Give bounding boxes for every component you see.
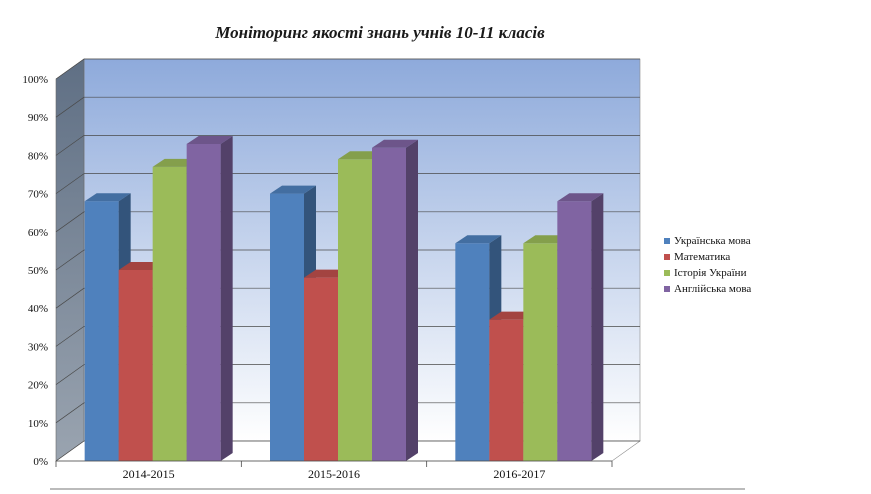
y-tick-label: 0%: [33, 456, 48, 468]
legend-entry: Історія України: [674, 267, 747, 279]
x-axis: 2014-2015 2015-2016 2016-2017: [50, 460, 745, 490]
gridline-side: [55, 402, 85, 424]
bar-front: [152, 166, 187, 462]
y-tick-label: 20%: [28, 380, 48, 392]
bar: [84, 193, 131, 462]
bars: [84, 135, 604, 462]
legend-entry: Англійська мова: [674, 283, 751, 295]
bar-front: [489, 319, 524, 461]
legend-swatch: [664, 254, 670, 260]
gridline-side: [55, 440, 85, 462]
bar-front: [338, 159, 372, 461]
gridline-side: [55, 326, 85, 347]
x-tick-label: 2016-2017: [493, 467, 545, 481]
bar-front: [84, 201, 119, 462]
bar: [186, 135, 233, 461]
bar-top: [84, 193, 131, 202]
y-tick-label: 70%: [28, 189, 48, 201]
y-tick-label: 30%: [28, 341, 48, 353]
y-tick-label: 90%: [28, 112, 48, 124]
legend-swatch: [664, 286, 670, 292]
x-tick-label: 2014-2015: [123, 467, 175, 481]
bar-front: [304, 277, 338, 461]
bar-top: [186, 135, 233, 144]
y-tick-label: 50%: [28, 265, 48, 277]
gridline-side: [55, 173, 85, 194]
bar-top: [455, 235, 502, 244]
bar-top: [270, 185, 316, 194]
y-tick-label: 80%: [28, 150, 48, 162]
x-tick-label: 2015-2016: [308, 467, 360, 481]
legend-entry: Українська мова: [674, 235, 751, 247]
bar-top: [372, 139, 418, 148]
y-tick-label: 60%: [28, 227, 48, 239]
bar-side: [406, 139, 418, 461]
bar-top: [557, 193, 604, 202]
bar-front: [118, 270, 153, 461]
bar-front: [270, 193, 304, 461]
gridline-side: [55, 249, 85, 271]
bar-side: [591, 193, 604, 462]
bar-side: [220, 135, 233, 461]
legend-swatch: [664, 238, 670, 244]
bar-front: [557, 201, 592, 462]
legend: Українська мова Математика Історія України…: [664, 235, 751, 295]
gridline-side: [55, 287, 85, 309]
legend-swatch: [664, 270, 670, 276]
gridline-side: [55, 211, 85, 233]
gridline-side: [55, 135, 85, 156]
y-tick-label: 100%: [22, 74, 48, 86]
legend-entry: Математика: [674, 251, 730, 263]
gridline-side: [55, 364, 85, 385]
gridline-side: [55, 96, 85, 118]
bar-front: [455, 243, 490, 461]
gridline-side: [55, 58, 85, 80]
y-axis: 0% 10% 20% 30% 40% 50% 60% 70% 80% 90% 100%: [22, 74, 48, 468]
bar-front: [523, 243, 558, 461]
bar-front: [372, 147, 406, 461]
y-tick-label: 10%: [28, 418, 48, 430]
bar: [372, 139, 418, 461]
bar-front: [186, 143, 221, 461]
y-tick-label: 40%: [28, 303, 48, 315]
chart-title: Моніторинг якості знань учнів 10-11 клас…: [214, 23, 545, 42]
bar: [557, 193, 604, 462]
